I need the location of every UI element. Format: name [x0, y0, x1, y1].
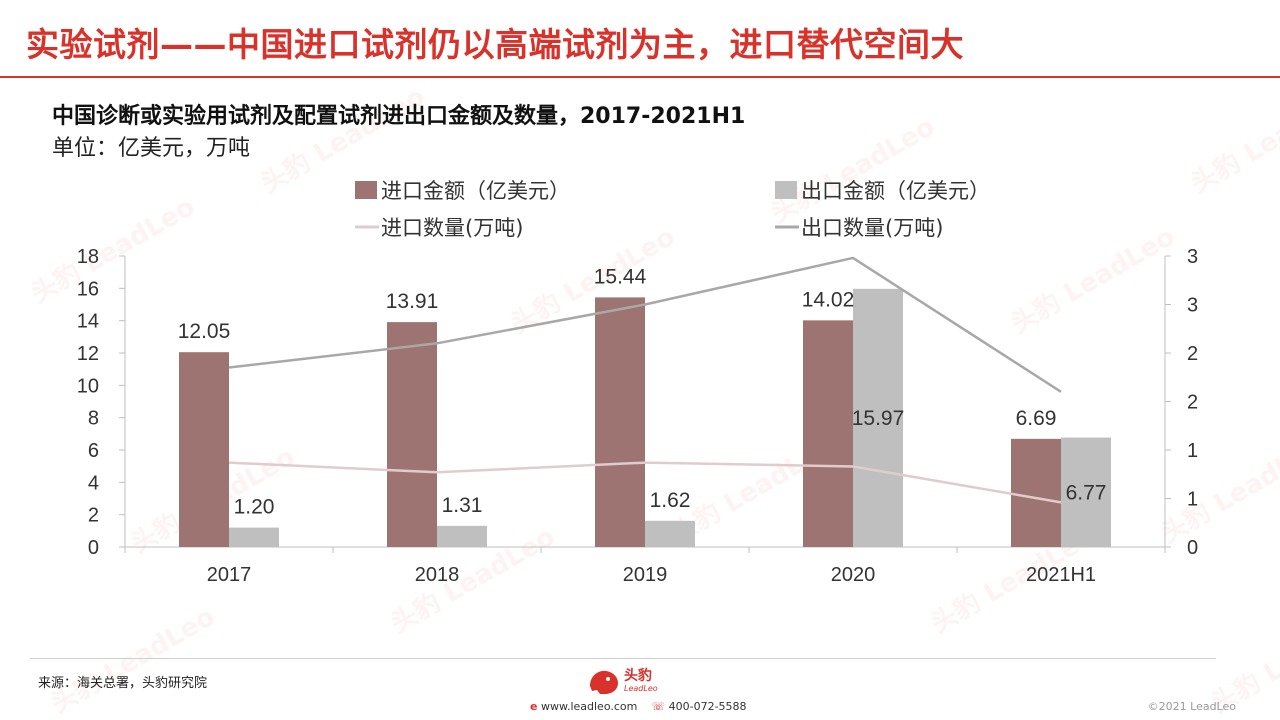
unit-label: 单位：亿美元，万吨	[52, 136, 251, 161]
y-left-tick-label: 4	[88, 472, 99, 494]
x-tick-label: 2019	[623, 564, 668, 586]
data-label-import: 6.69	[1016, 407, 1057, 430]
bar-export-value	[229, 527, 279, 547]
y-left-tick-label: 8	[88, 408, 99, 430]
leadleo-logo: 头豹 LeadLeo	[588, 668, 688, 698]
y-right-tick-label: 3	[1187, 246, 1198, 268]
data-label-export: 1.31	[442, 494, 483, 517]
line-export-quantity	[228, 256, 1062, 393]
data-label-import: 13.91	[386, 290, 439, 313]
bar-import-value	[803, 320, 853, 547]
source-note: 来源：海关总署，头豹研究院	[38, 676, 208, 691]
footer-divider	[30, 658, 1216, 659]
y-left-tick-label: 16	[77, 278, 99, 300]
page-title: 实验试剂——中国进口试剂仍以高端试剂为主，进口替代空间大	[26, 25, 964, 64]
y-left-tick-label: 18	[77, 246, 99, 268]
chart-subtitle: 中国诊断或实验用试剂及配置试剂进出口金额及数量，2017-2021H1	[52, 104, 746, 129]
line-import-quantity	[228, 461, 1062, 504]
x-tick-label: 2017	[207, 564, 252, 586]
bar-import-value	[595, 297, 645, 547]
y-left-tick-label: 0	[88, 537, 99, 559]
legend-label: 进口数量(万吨)	[381, 216, 523, 240]
y-left-tick-label: 10	[77, 375, 99, 397]
y-right-tick-label: 2	[1187, 392, 1198, 414]
x-tick-label: 2021H1	[1026, 564, 1096, 586]
bar-export-value	[645, 520, 695, 547]
phone-icon: ☏	[651, 700, 666, 713]
y-right-tick-label: 0	[1187, 537, 1198, 559]
legend-swatch	[775, 181, 797, 199]
data-label-export: 6.77	[1066, 482, 1107, 505]
title-divider	[0, 76, 1280, 78]
phone-number: 400-072-5588	[668, 700, 747, 713]
legend-label: 进口金额（亿美元）	[381, 179, 570, 203]
contact-info: e www.leadleo.com ☏ 400-072-5588	[530, 700, 747, 713]
data-label-import: 14.02	[802, 288, 855, 311]
bar-export-value	[437, 525, 487, 547]
logo-name: 头豹	[624, 668, 652, 684]
logo-sub: LeadLeo	[624, 684, 658, 693]
y-left-tick-label: 12	[77, 343, 99, 365]
legend-swatch	[355, 181, 377, 199]
y-right-tick-label: 1	[1187, 440, 1198, 462]
data-label-import: 15.44	[594, 265, 647, 288]
y-right-tick-label: 2	[1187, 343, 1198, 365]
y-left-tick-label: 14	[77, 311, 99, 333]
data-label-import: 12.05	[178, 320, 231, 343]
leopard-head-icon	[590, 670, 618, 694]
web-icon: e	[530, 700, 538, 713]
y-left-tick-label: 6	[88, 440, 99, 462]
legend-label: 出口金额（亿美元）	[801, 179, 990, 203]
x-tick-label: 2020	[831, 564, 876, 586]
bar-import-value	[1011, 438, 1061, 547]
bar-import-value	[387, 322, 437, 547]
y-left-tick-label: 2	[88, 505, 99, 527]
data-label-export: 15.97	[852, 407, 905, 430]
website-link[interactable]: www.leadleo.com	[540, 700, 638, 713]
bar-export-value	[1061, 437, 1111, 547]
y-right-tick-label: 3	[1187, 295, 1198, 317]
legend-label: 出口数量(万吨)	[801, 216, 943, 240]
copyright: ©2021 LeadLeo	[1147, 700, 1236, 713]
bar-export-value	[853, 288, 903, 547]
data-label-export: 1.62	[650, 489, 691, 512]
y-right-tick-label: 1	[1187, 489, 1198, 511]
data-label-export: 1.20	[234, 496, 275, 519]
x-tick-label: 2018	[415, 564, 460, 586]
bar-import-value	[179, 352, 229, 547]
